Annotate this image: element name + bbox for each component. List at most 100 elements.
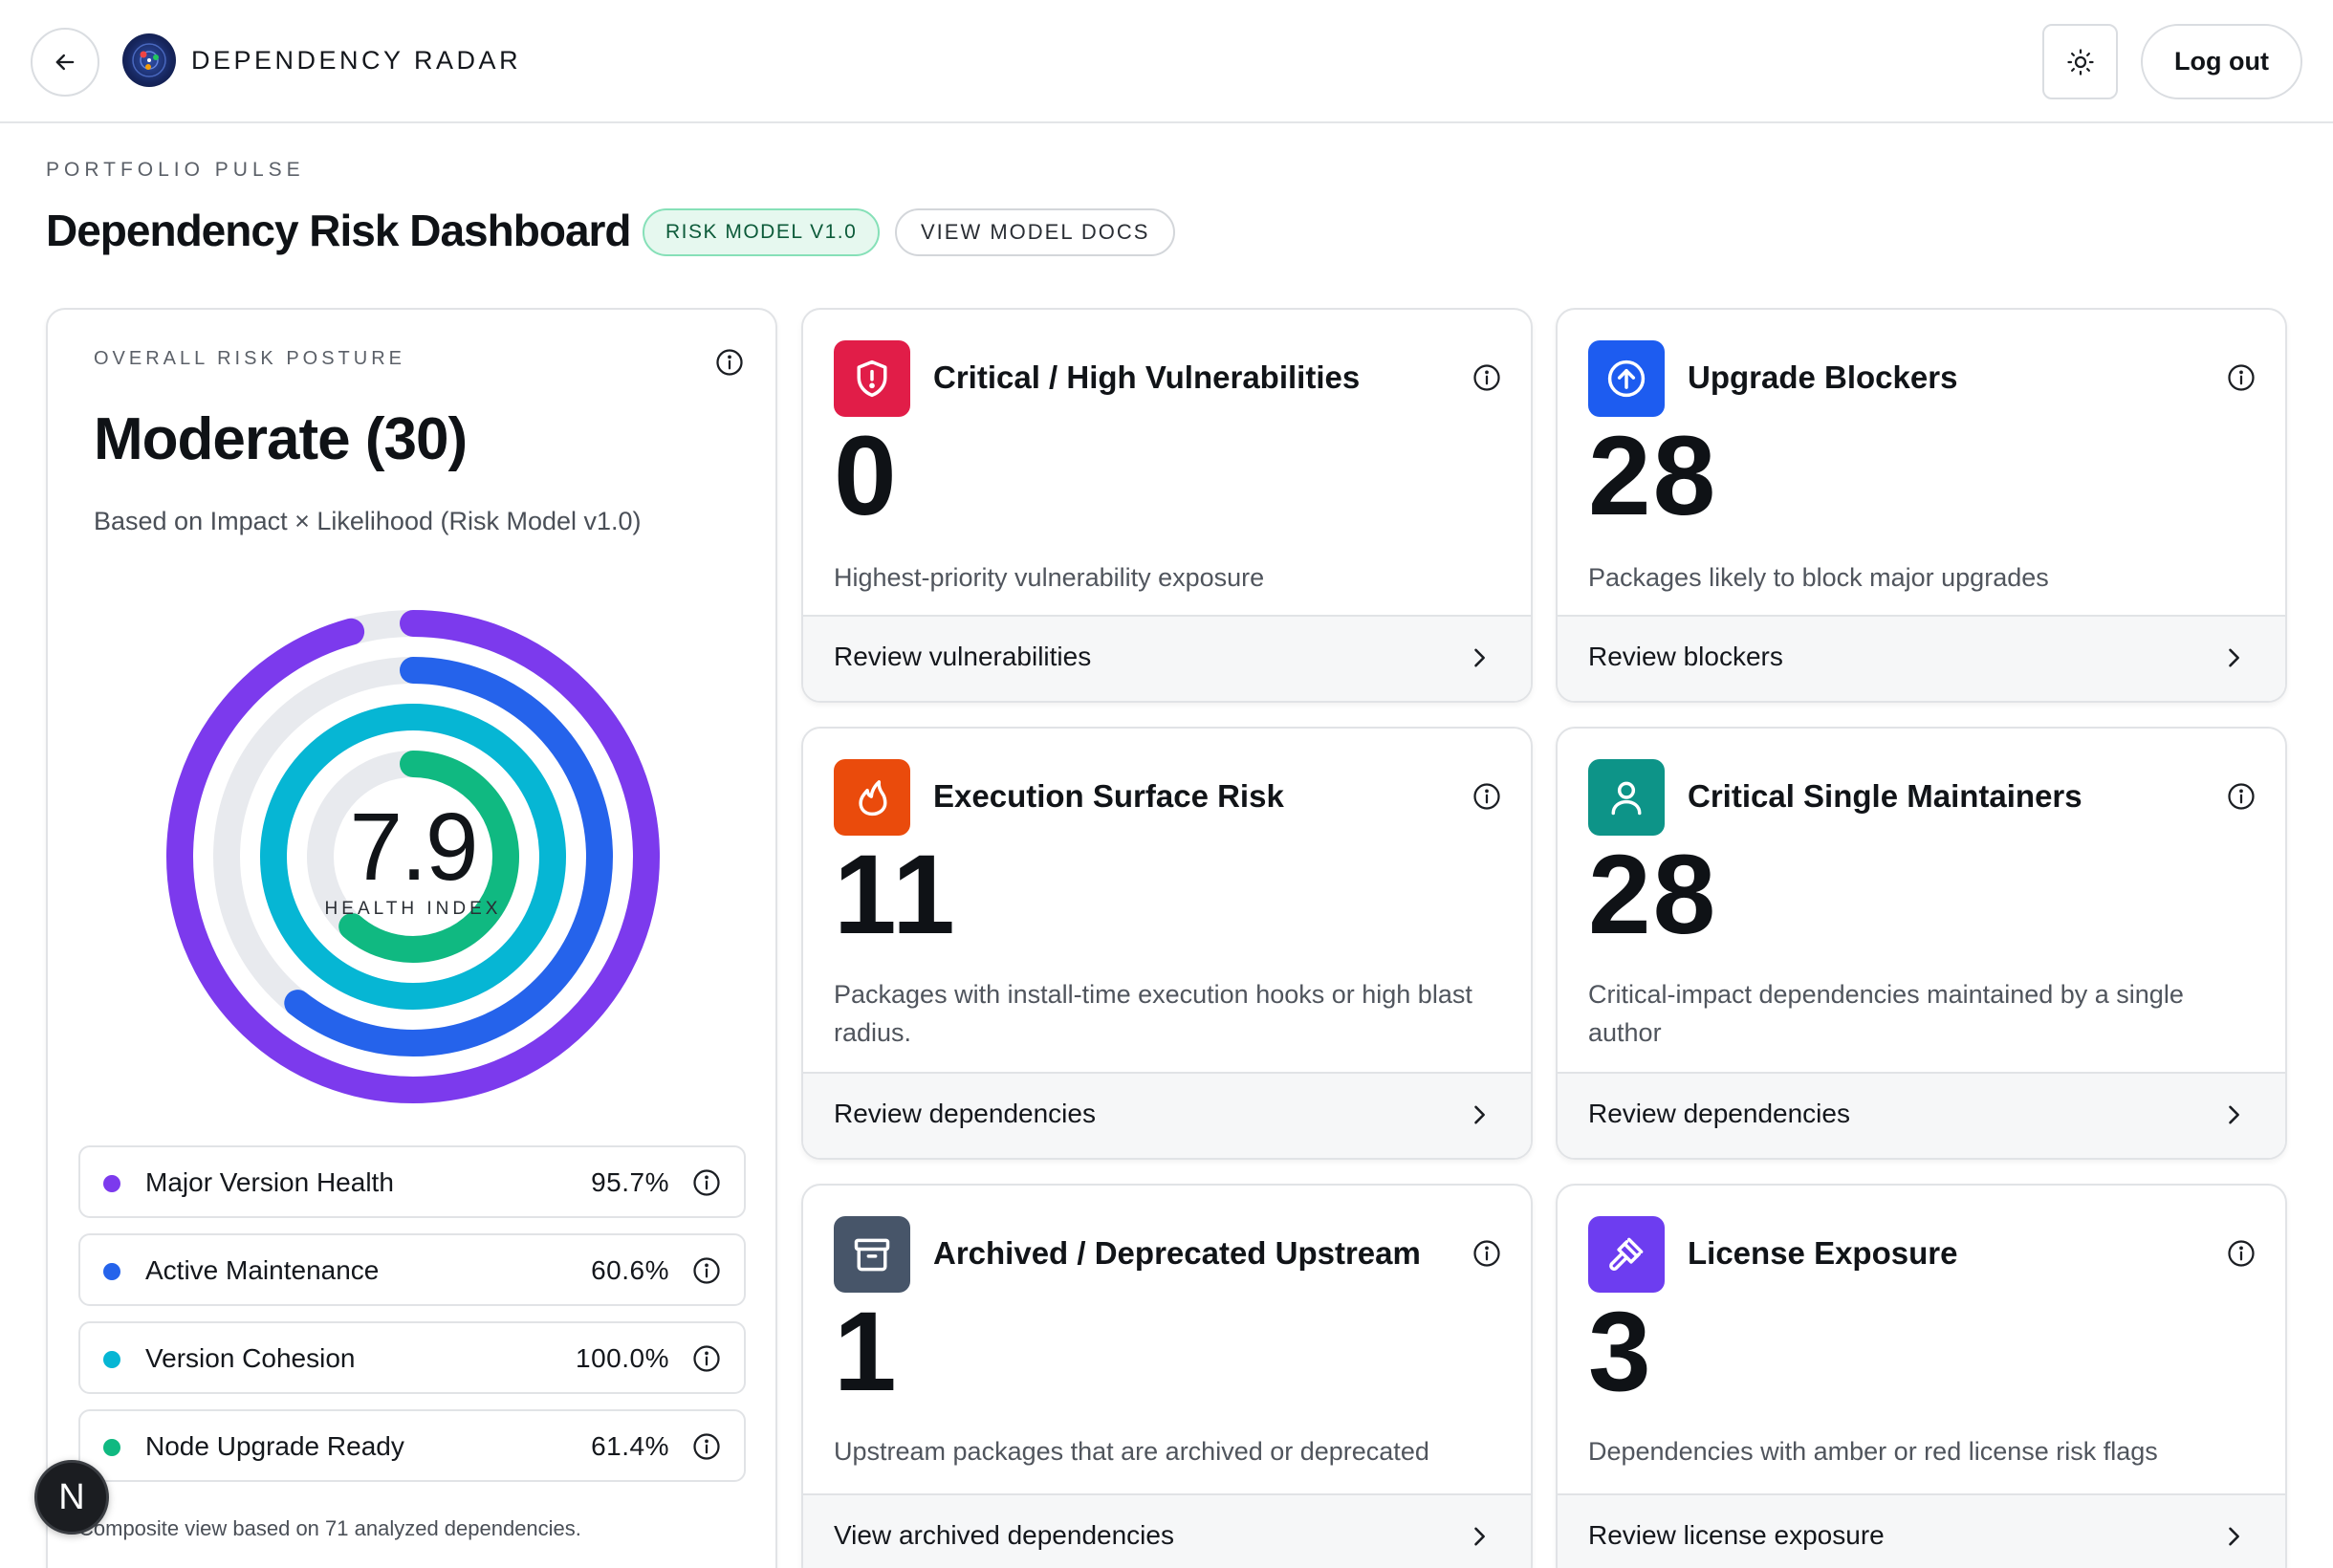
chevron-right-icon (2229, 1105, 2239, 1124)
card-title: Execution Surface Risk (933, 778, 1284, 814)
info-icon[interactable] (1472, 363, 1501, 392)
card-description: Highest-priority vulnerability exposure (834, 563, 1265, 592)
info-icon[interactable] (692, 1344, 721, 1373)
card-action-label[interactable]: Review license exposure (1588, 1520, 1885, 1550)
card-description: Packages likely to block major upgrades (1588, 563, 2049, 592)
card-value: 28 (1588, 413, 1718, 539)
card-execution-surface-risk: Execution Surface Risk 11 Packages with … (801, 727, 1533, 1160)
card-action-label[interactable]: View archived dependencies (834, 1520, 1174, 1550)
card-description: Dependencies with amber or red license r… (1588, 1437, 2158, 1466)
card-action-label[interactable]: Review blockers (1588, 642, 1783, 671)
card-action-row[interactable]: Review dependencies (803, 1072, 1531, 1158)
metric-color-dot (103, 1351, 120, 1368)
metric-color-dot (103, 1263, 120, 1280)
info-icon[interactable] (692, 1168, 721, 1197)
health-index-value: 7.9 (349, 794, 478, 901)
card-action-label[interactable]: Review dependencies (1588, 1099, 1850, 1128)
info-icon[interactable] (715, 348, 744, 377)
dev-tools-badge[interactable]: N (34, 1460, 109, 1535)
risk-model-subline: Based on Impact × Likelihood (Risk Model… (94, 507, 642, 535)
card-icon-box (834, 340, 910, 417)
card-title: Upgrade Blockers (1688, 359, 1958, 395)
card-value: 3 (1588, 1289, 1653, 1415)
radar-logo (122, 33, 176, 87)
back-button[interactable] (31, 28, 99, 97)
card-action-row[interactable]: Review dependencies (1558, 1072, 2285, 1158)
info-icon[interactable] (692, 1432, 721, 1461)
risk-model-badge: RISK MODEL V1.0 (643, 208, 881, 256)
card-action-row[interactable]: Review vulnerabilities (803, 615, 1531, 701)
metric-value: 95.7% (591, 1167, 669, 1197)
card-description: Critical-impact dependencies maintained … (1588, 980, 2184, 1047)
page-eyebrow: PORTFOLIO PULSE (46, 159, 305, 181)
metric-active-maintenance: Active Maintenance 60.6% (78, 1233, 746, 1306)
card-value: 0 (834, 413, 899, 539)
app-title: DEPENDENCY RADAR (191, 46, 522, 75)
metric-label: Version Cohesion (145, 1343, 356, 1373)
gauge-ring-major-version-health (166, 610, 660, 1103)
metric-label: Major Version Health (145, 1167, 394, 1197)
top-bar: DEPENDENCY RADAR Log out (0, 0, 2333, 123)
metric-value: 100.0% (576, 1343, 669, 1373)
info-icon[interactable] (692, 1256, 721, 1285)
info-icon[interactable] (2227, 1239, 2256, 1268)
health-index-gauge (166, 610, 660, 1103)
info-icon[interactable] (1472, 782, 1501, 811)
posture-eyebrow: OVERALL RISK POSTURE (94, 348, 405, 369)
card-title: License Exposure (1688, 1235, 1958, 1271)
health-index-label: HEALTH INDEX (324, 899, 502, 919)
metric-color-dot (103, 1439, 120, 1456)
chevron-right-icon (2229, 1527, 2239, 1546)
card-icon-box (834, 759, 910, 836)
card-action-label[interactable]: Review dependencies (834, 1099, 1096, 1128)
gauge-ring-node-upgrade-ready (307, 751, 519, 963)
metric-label: Node Upgrade Ready (145, 1431, 404, 1461)
chevron-right-icon (1474, 1105, 1485, 1124)
card-icon-box (1588, 340, 1665, 417)
view-model-docs-button[interactable]: VIEW MODEL DOCS (895, 208, 1176, 256)
card-value: 11 (834, 832, 957, 958)
sun-icon (2066, 48, 2094, 76)
metric-major-version-health: Major Version Health 95.7% (78, 1145, 746, 1218)
card-critical-single-maintainers: Critical Single Maintainers 28 Critical-… (1556, 727, 2287, 1160)
card-title: Archived / Deprecated Upstream (933, 1235, 1421, 1271)
risk-posture-card: OVERALL RISK POSTURE Moderate (30) Based… (46, 308, 777, 1568)
metric-label: Active Maintenance (145, 1255, 380, 1285)
chevron-right-icon (2229, 648, 2239, 667)
arrow-left-icon (55, 54, 75, 71)
gauge-ring-version-cohesion (260, 704, 566, 1010)
logout-button[interactable]: Log out (2141, 24, 2302, 99)
chevron-right-icon (1474, 1527, 1485, 1546)
card-action-row[interactable]: Review blockers (1558, 615, 2285, 701)
arrow-up-circle-icon (1607, 359, 1646, 398)
metric-version-cohesion: Version Cohesion 100.0% (78, 1321, 746, 1394)
gavel-icon (1609, 1237, 1644, 1271)
info-icon[interactable] (2227, 363, 2256, 392)
composite-footnote: Composite view based on 71 analyzed depe… (78, 1516, 581, 1540)
info-icon[interactable] (1472, 1239, 1501, 1268)
card-action-label[interactable]: Review vulnerabilities (834, 642, 1092, 671)
gauge-ring-active-maintenance (213, 657, 613, 1056)
card-title: Critical Single Maintainers (1688, 778, 2082, 814)
metric-node-upgrade-ready: Node Upgrade Ready 61.4% (78, 1409, 746, 1482)
metric-color-dot (103, 1175, 120, 1192)
card-action-row[interactable]: View archived dependencies (803, 1493, 1531, 1568)
card-archived-deprecated-upstream: Archived / Deprecated Upstream 1 Upstrea… (801, 1184, 1533, 1568)
card-value: 1 (834, 1289, 899, 1415)
theme-toggle-button[interactable] (2042, 24, 2118, 99)
chevron-right-icon (1474, 648, 1485, 667)
user-icon (1611, 781, 1642, 816)
card-action-row[interactable]: Review license exposure (1558, 1493, 2285, 1568)
card-description: Upstream packages that are archived or d… (834, 1437, 1429, 1466)
metric-value: 60.6% (591, 1255, 669, 1285)
card-title: Critical / High Vulnerabilities (933, 359, 1361, 395)
risk-level-headline: Moderate (30) (94, 406, 468, 472)
card-value: 28 (1588, 832, 1718, 958)
card-upgrade-blockers: Upgrade Blockers 28 Packages likely to b… (1556, 308, 2287, 703)
info-icon[interactable] (2227, 782, 2256, 811)
page-title: Dependency Risk Dashboard (46, 206, 632, 255)
card-license-exposure: License Exposure 3 Dependencies with amb… (1556, 1184, 2287, 1568)
card-icon-box (1588, 759, 1665, 836)
shield-alert-icon (857, 359, 887, 398)
flame-icon (859, 780, 887, 817)
